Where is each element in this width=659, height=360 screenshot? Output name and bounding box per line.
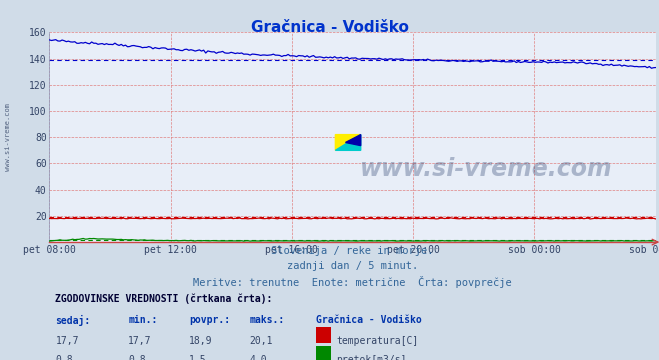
FancyBboxPatch shape <box>316 327 331 343</box>
Text: 18,9: 18,9 <box>189 336 212 346</box>
Text: 0,8: 0,8 <box>129 355 146 360</box>
Text: Gračnica - Vodiško: Gračnica - Vodiško <box>250 20 409 35</box>
Text: ZGODOVINSKE VREDNOSTI (črtkana črta):: ZGODOVINSKE VREDNOSTI (črtkana črta): <box>55 294 273 305</box>
Text: Gračnica - Vodiško: Gračnica - Vodiško <box>316 315 422 325</box>
Text: pretok[m3/s]: pretok[m3/s] <box>336 355 407 360</box>
Text: maks.:: maks.: <box>250 315 285 325</box>
Text: 4,0: 4,0 <box>250 355 267 360</box>
Text: 1,5: 1,5 <box>189 355 206 360</box>
Polygon shape <box>335 135 360 150</box>
Text: min.:: min.: <box>129 315 158 325</box>
Text: 17,7: 17,7 <box>129 336 152 346</box>
Text: Meritve: trenutne  Enote: metrične  Črta: povprečje: Meritve: trenutne Enote: metrične Črta: … <box>193 276 512 288</box>
FancyBboxPatch shape <box>316 346 331 360</box>
Text: 17,7: 17,7 <box>55 336 79 346</box>
Text: temperatura[C]: temperatura[C] <box>336 336 418 346</box>
Text: zadnji dan / 5 minut.: zadnji dan / 5 minut. <box>287 261 418 271</box>
Text: 0,8: 0,8 <box>55 355 73 360</box>
Text: sedaj:: sedaj: <box>55 315 91 326</box>
Text: www.si-vreme.com: www.si-vreme.com <box>360 157 612 181</box>
Text: povpr.:: povpr.: <box>189 315 230 325</box>
Text: www.si-vreme.com: www.si-vreme.com <box>5 103 11 171</box>
Text: Slovenija / reke in morje.: Slovenija / reke in morje. <box>272 246 434 256</box>
Polygon shape <box>345 135 360 145</box>
Polygon shape <box>335 135 360 150</box>
Text: 20,1: 20,1 <box>250 336 273 346</box>
